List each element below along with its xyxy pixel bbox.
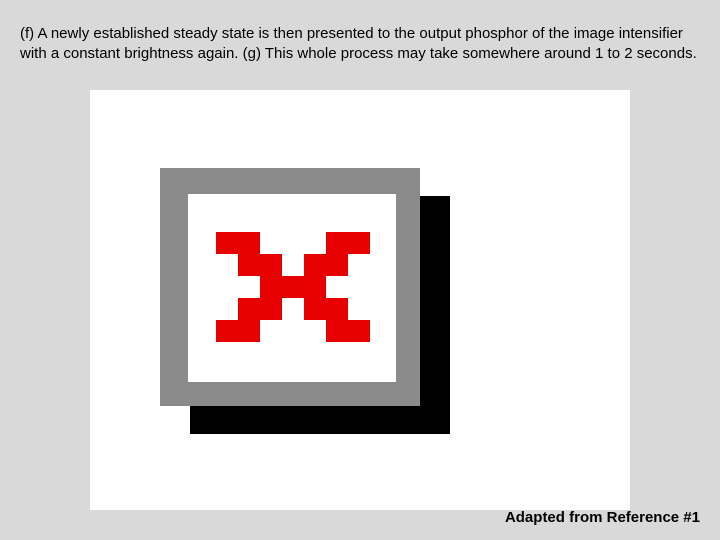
caption-text: (f) A newly established steady state is …	[20, 24, 700, 63]
icon-shadow-right	[420, 196, 450, 434]
broken-image-icon	[160, 168, 450, 434]
attribution-text: Adapted from Reference #1	[505, 509, 700, 526]
figure-panel	[90, 90, 630, 510]
icon-shadow-bottom	[190, 406, 450, 434]
red-x-icon	[188, 194, 396, 382]
